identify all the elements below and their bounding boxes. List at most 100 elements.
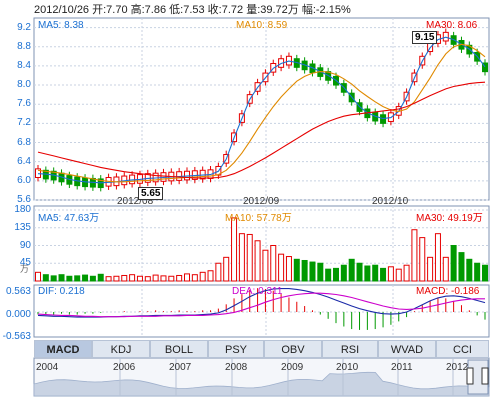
volume-ma5-label: MA5: 47.63万 <box>38 213 100 224</box>
volume-bar <box>238 233 245 282</box>
candle-body <box>35 168 41 178</box>
price-tick-label: 7.2 <box>17 117 31 129</box>
macd-tick-bottom: -0.563 <box>2 331 31 342</box>
timeline-year-2009: 2009 <box>281 362 304 373</box>
series-line-ma30 <box>37 81 486 179</box>
macd-tick-zero: 0.000 <box>5 309 31 320</box>
volume-bar <box>105 276 112 282</box>
volume-tick-label: 135 <box>14 221 31 233</box>
volume-bar <box>403 264 410 282</box>
volume-unit-label: 万 <box>20 264 30 274</box>
price-tick-label: 9.2 <box>17 21 31 33</box>
tab-psy[interactable]: PSY <box>208 340 264 358</box>
macd-tick-top: 0.563 <box>5 286 31 297</box>
tab-boll[interactable]: BOLL <box>150 340 208 358</box>
volume-bar <box>419 237 426 282</box>
quote-header: 2012/10/26 开:7.70 高:7.86 低:7.53 收:7.72 量… <box>34 4 351 16</box>
volume-bar <box>262 249 269 282</box>
volume-bar <box>152 274 159 282</box>
volume-bar <box>395 268 402 282</box>
max-price-label: 9.15 <box>412 31 438 44</box>
volume-bar <box>58 274 65 282</box>
volume-bar <box>215 262 222 282</box>
timeline-handle-left <box>466 367 474 385</box>
price-tick-label: 8.4 <box>17 59 31 71</box>
volume-bar <box>223 256 230 282</box>
volume-bar <box>246 233 253 282</box>
volume-bar <box>340 264 347 282</box>
volume-bar <box>160 275 167 282</box>
price-tick-label: 8.8 <box>17 40 31 52</box>
candle-body <box>482 62 488 73</box>
timeline-year-2008: 2008 <box>225 362 248 373</box>
volume-bar <box>254 240 261 282</box>
volume-bar <box>474 262 481 282</box>
volume-bar <box>199 271 206 282</box>
macd-dea-label: DEA: 0.311 <box>232 286 283 297</box>
tab-cci[interactable]: CCI <box>436 340 489 358</box>
volume-bar <box>35 271 41 282</box>
volume-bar <box>309 261 316 282</box>
volume-bar <box>372 264 379 282</box>
timeline-year-2007: 2007 <box>169 362 192 373</box>
volume-bar <box>348 258 355 282</box>
volume-bar <box>466 258 473 282</box>
volume-bar <box>89 275 96 282</box>
volume-bar <box>42 274 49 282</box>
macd-panel-frame <box>33 284 490 338</box>
price-tick-label: 5.6 <box>17 194 31 205</box>
timeline-year-2010: 2010 <box>336 362 359 373</box>
volume-tick-label: 180 <box>14 204 31 215</box>
volume-bar <box>113 275 120 282</box>
tab-kdj[interactable]: KDJ <box>92 340 150 358</box>
volume-bar <box>380 267 387 282</box>
volume-bar <box>207 270 214 282</box>
volume-bar <box>364 265 371 282</box>
tab-wvad[interactable]: WVAD <box>378 340 436 358</box>
volume-ma30-label: MA30: 49.19万 <box>416 213 483 224</box>
volume-bar <box>176 274 183 282</box>
volume-bar <box>301 259 308 282</box>
volume-bar <box>50 275 57 282</box>
volume-bar <box>285 256 292 282</box>
timeline-year-2012: 2012 <box>446 362 469 373</box>
volume-bar <box>129 274 136 282</box>
timeline-area <box>33 371 490 397</box>
date-label-oct: 2012/10 <box>372 196 409 207</box>
price-ma10-label: MA10: 8.59 <box>236 20 288 31</box>
volume-bar <box>184 273 190 282</box>
volume-bar <box>278 253 285 282</box>
price-panel-frame <box>33 17 490 201</box>
volume-ma10-label: MA10: 57.78万 <box>225 213 292 224</box>
price-tick-label: 8.0 <box>17 79 31 91</box>
price-tick-label: 6.0 <box>17 174 31 186</box>
volume-bar <box>293 258 300 282</box>
timeline-year-2011: 2011 <box>391 362 413 373</box>
price-tick-label: 7.6 <box>17 98 31 110</box>
volume-bar <box>325 268 332 282</box>
volume-bar <box>82 274 89 282</box>
volume-bar <box>144 276 151 282</box>
volume-bar <box>66 275 73 282</box>
date-label-sep: 2012/09 <box>243 196 280 207</box>
volume-bar <box>121 274 128 282</box>
macd-value-label: MACD: -0.186 <box>416 286 480 297</box>
price-tick-label: 6.4 <box>17 155 31 167</box>
price-ma30-label: MA30: 8.06 <box>426 20 478 31</box>
volume-bar <box>387 266 394 282</box>
timeline-year-2004: 2004 <box>36 362 59 373</box>
volume-bar <box>317 262 324 282</box>
price-tick-label: 6.8 <box>17 136 31 148</box>
timeline-handle-right <box>481 367 489 385</box>
volume-bar <box>168 275 175 282</box>
volume-tick-label: 90 <box>19 239 31 251</box>
volume-bar <box>427 256 434 282</box>
series-line-dea <box>37 292 485 318</box>
macd-dif-label: DIF: 0.218 <box>38 286 85 297</box>
tab-macd[interactable]: MACD <box>34 340 92 358</box>
tab-rsi[interactable]: RSI <box>322 340 378 358</box>
volume-bar <box>270 245 277 282</box>
tab-obv[interactable]: OBV <box>264 340 322 358</box>
volume-bar <box>191 274 198 282</box>
